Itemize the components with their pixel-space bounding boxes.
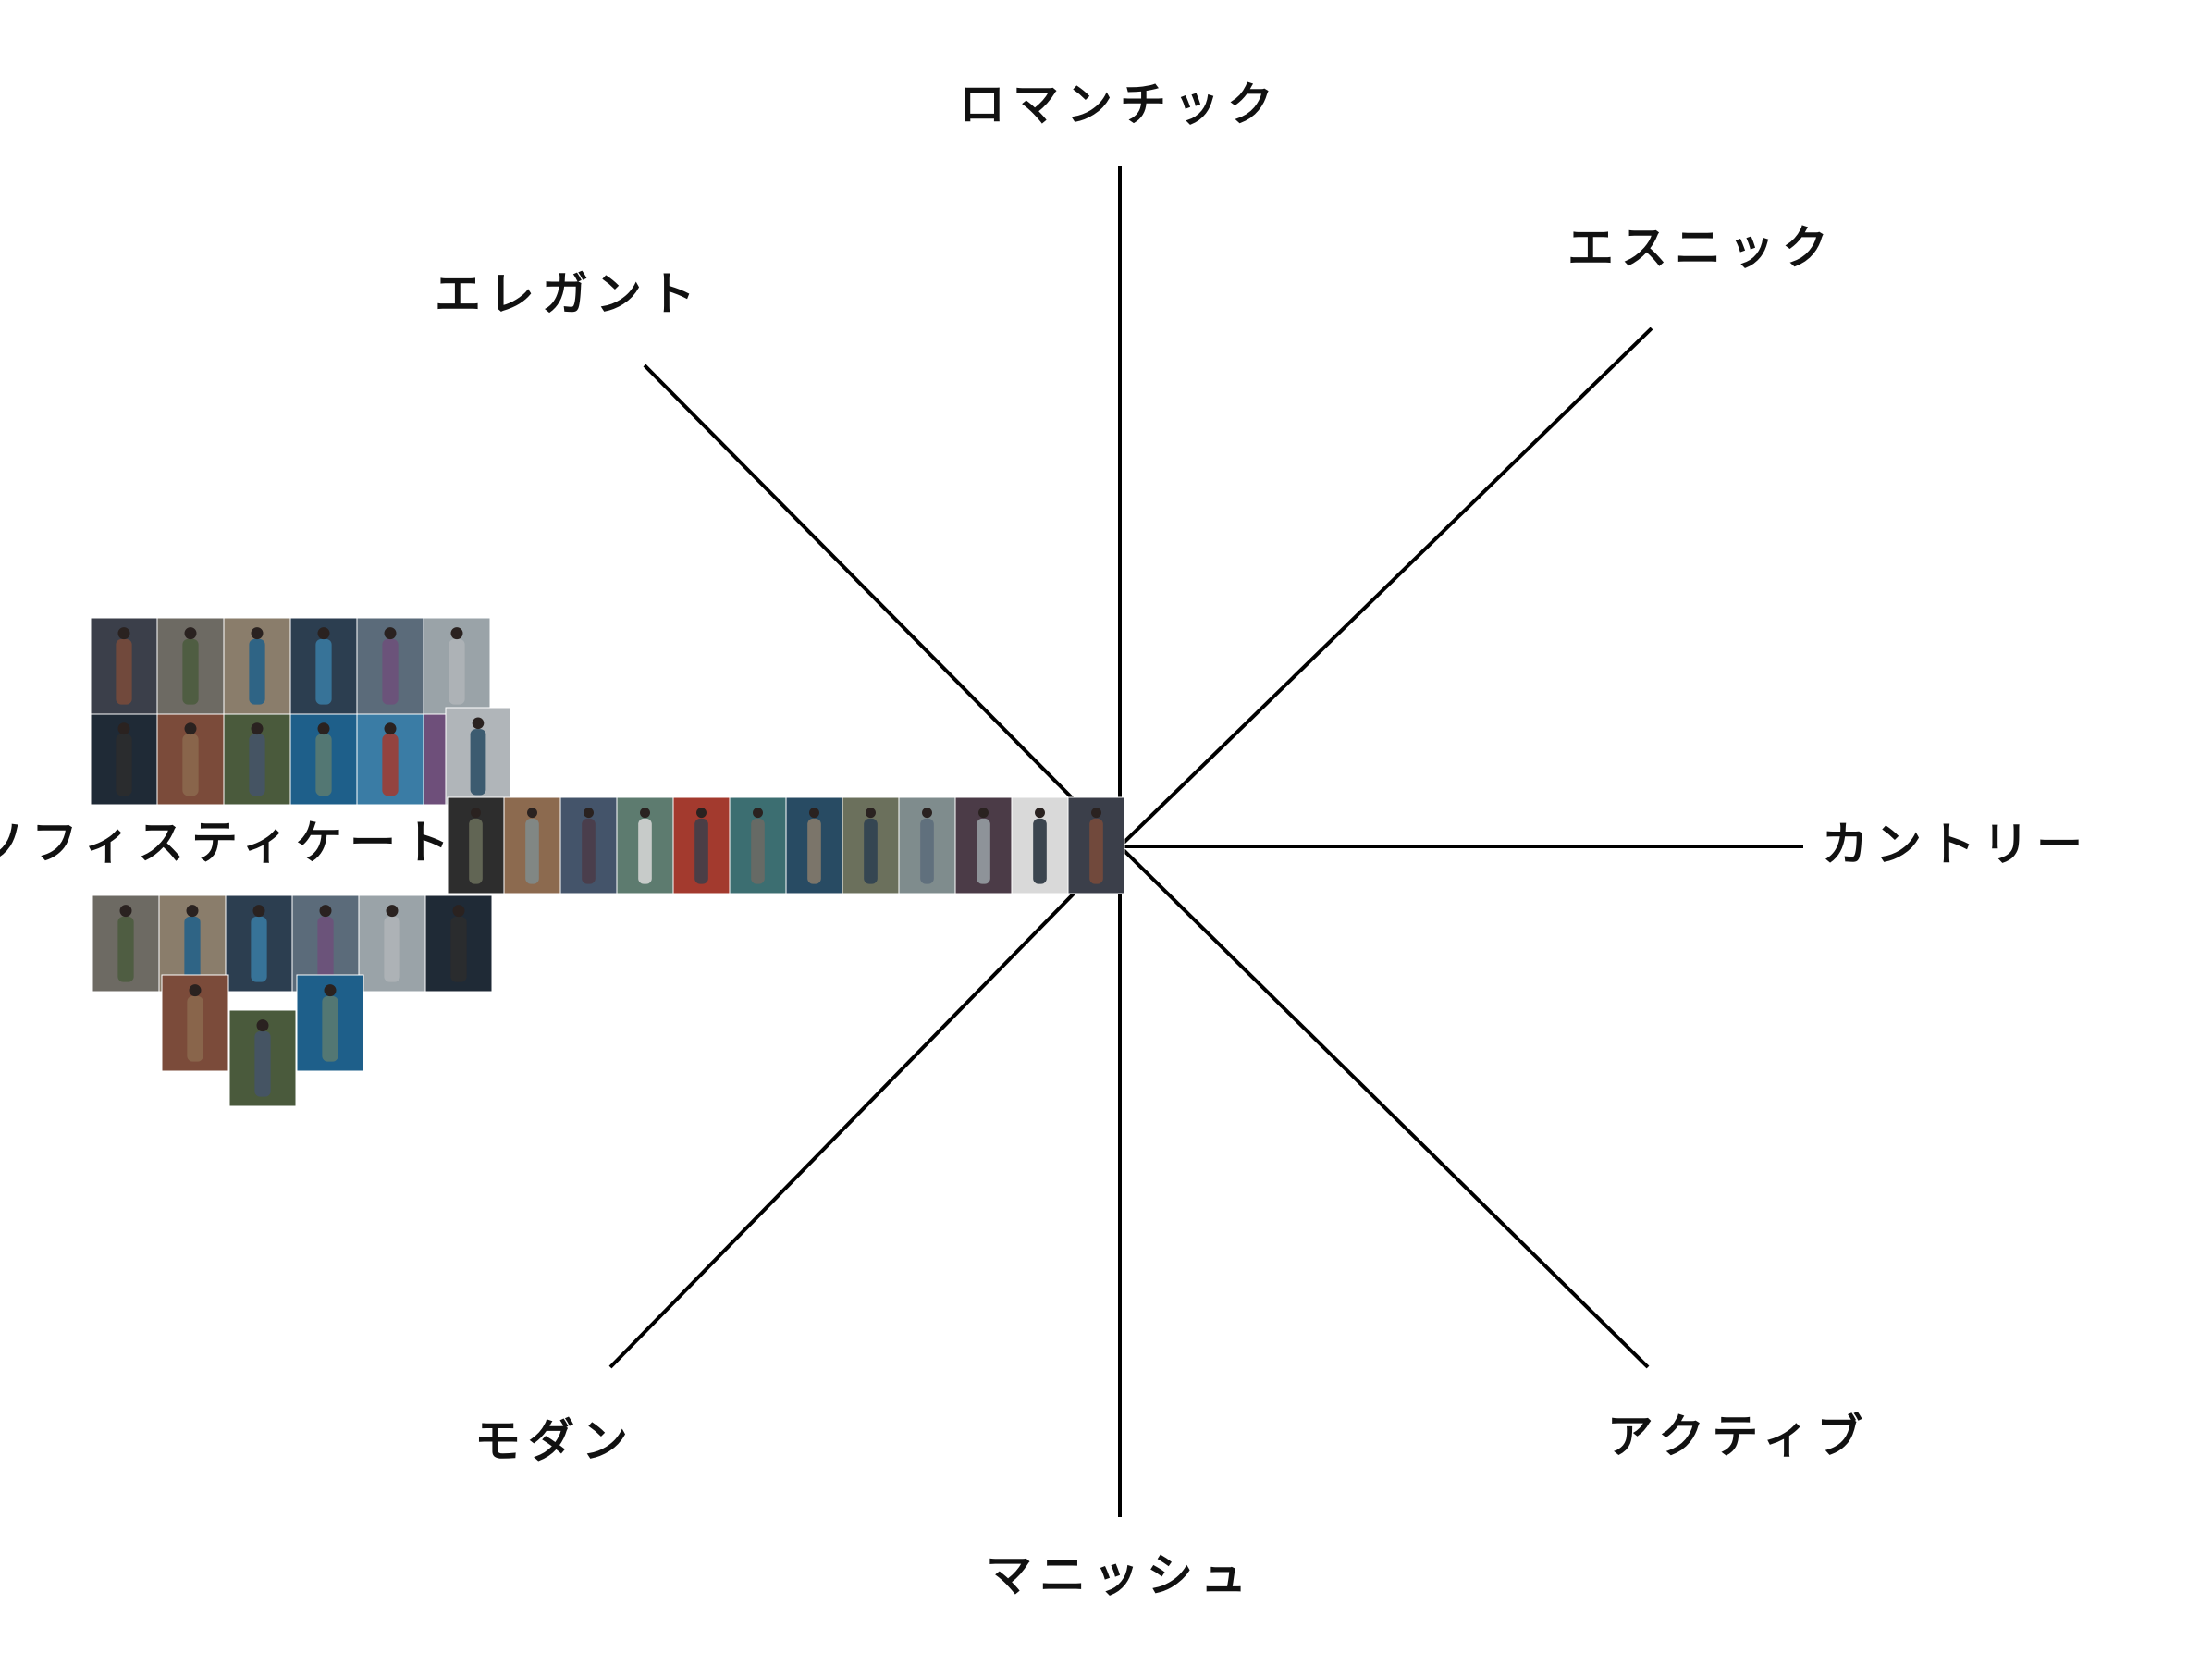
axis-line-modern	[608, 845, 1122, 1369]
outfit-figure-head	[978, 808, 989, 819]
outfit-figure-head	[324, 984, 337, 997]
outfit-figure-head	[386, 905, 399, 918]
outfit-figure-shape	[384, 916, 400, 982]
outfit-figure-head	[809, 808, 819, 819]
outfit-figure-shape	[1089, 818, 1103, 884]
outfit-figure-shape	[450, 916, 467, 982]
outfit-figure-head	[527, 808, 537, 819]
outfit-figure-shape	[751, 818, 765, 884]
outfit-figure-head	[471, 808, 481, 819]
outfit-figure-head	[384, 627, 397, 640]
outfit-figure-shape	[251, 916, 267, 982]
outfit-figure-head	[696, 808, 707, 819]
outfit-figure-head	[117, 722, 130, 735]
outfit-figure-head	[117, 627, 130, 640]
outfit-figure-head	[584, 808, 594, 819]
axis-line-ethnic	[1118, 327, 1653, 848]
outfit-figure-head	[189, 984, 202, 997]
outfit-figure-shape	[317, 916, 334, 982]
axis-label-romantic: ロマンチック	[959, 78, 1281, 131]
outfit-figure-shape	[322, 995, 338, 1062]
outfit-figure-head	[922, 808, 932, 819]
outfit-figure-shape	[694, 818, 708, 884]
axis-label-elegant: エレガント	[435, 267, 703, 321]
outfit-figure-shape	[249, 638, 265, 705]
outfit-figure-head	[184, 627, 197, 640]
outfit-figure-shape	[977, 818, 990, 884]
axis-label-country: カントリー	[1822, 818, 2090, 871]
outfit-figure-head	[317, 722, 330, 735]
outfit-figure-shape	[469, 818, 483, 884]
outfit-figure-head	[186, 905, 199, 918]
outfit-figure-shape	[382, 638, 399, 705]
outfit-figure-shape	[184, 916, 201, 982]
axis-line-elegant	[643, 364, 1122, 848]
photo-collage-cluster	[90, 617, 1125, 1107]
outfit-figure-shape	[315, 638, 332, 705]
outfit-figure-head	[472, 717, 485, 730]
outfit-figure-head	[1035, 808, 1045, 819]
outfit-figure-head	[251, 722, 264, 735]
axis-label-modern: モダン	[474, 1414, 635, 1468]
axis-label-sophisticated: ソフィスティケート	[0, 816, 457, 870]
outfit-figure-head	[184, 722, 197, 735]
outfit-figure-shape	[315, 734, 332, 796]
outfit-figure-shape	[1033, 818, 1047, 884]
outfit-figure-shape	[582, 818, 596, 884]
outfit-figure-shape	[470, 729, 486, 796]
outfit-figure-head	[319, 905, 332, 918]
outfit-figure-head	[640, 808, 650, 819]
axis-label-mannish: マニッシュ	[986, 1548, 1254, 1602]
outfit-figure-shape	[254, 1030, 271, 1097]
outfit-figure-shape	[117, 916, 134, 982]
axis-label-ethnic: エスニック	[1567, 221, 1836, 275]
axis-label-active: アクティブ	[1607, 1410, 1871, 1463]
outfit-figure-shape	[116, 734, 132, 796]
outfit-figure-head	[256, 1019, 269, 1032]
outfit-figure-head	[866, 808, 876, 819]
outfit-figure-head	[119, 905, 132, 918]
outfit-figure-shape	[525, 818, 539, 884]
outfit-figure-shape	[182, 638, 199, 705]
outfit-figure-shape	[187, 995, 203, 1062]
outfit-figure-head	[384, 722, 397, 735]
axis-line-active	[1118, 845, 1650, 1369]
outfit-figure-head	[317, 627, 330, 640]
outfit-figure-shape	[920, 818, 934, 884]
outfit-figure-shape	[638, 818, 652, 884]
outfit-figure-head	[452, 905, 465, 918]
outfit-figure-head	[252, 905, 265, 918]
outfit-figure-shape	[449, 638, 465, 705]
outfit-figure-head	[251, 627, 264, 640]
outfit-figure-shape	[382, 734, 399, 796]
outfit-figure-shape	[807, 818, 821, 884]
outfit-figure-head	[1091, 808, 1101, 819]
outfit-figure-shape	[116, 638, 132, 705]
outfit-figure-shape	[249, 734, 265, 796]
outfit-figure-head	[753, 808, 763, 819]
outfit-figure-head	[450, 627, 463, 640]
outfit-figure-shape	[182, 734, 199, 796]
outfit-figure-shape	[864, 818, 878, 884]
